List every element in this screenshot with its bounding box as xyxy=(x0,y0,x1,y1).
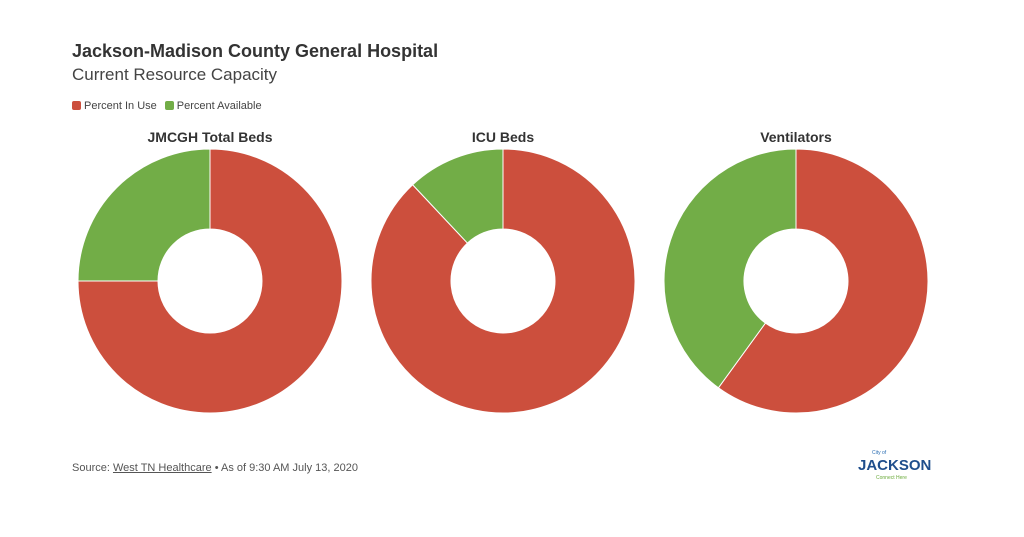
subtitle: Current Resource Capacity xyxy=(72,65,278,84)
legend-label: Percent Available xyxy=(176,100,262,112)
chart-title: JMCGH Total Beds xyxy=(148,129,273,145)
source-link[interactable]: West TN Healthcare xyxy=(112,462,212,474)
logo-main: JACKSON xyxy=(858,457,931,474)
logo-small: City of xyxy=(872,450,887,456)
legend-item: Percent In Use xyxy=(72,100,157,112)
legend-item: Percent Available xyxy=(164,100,262,112)
footer: Source: West TN Healthcare • As of 9:30 … xyxy=(72,462,358,474)
donut-segment xyxy=(411,148,504,244)
legend-swatch xyxy=(72,101,81,110)
source-label: Source: xyxy=(72,462,110,474)
donut-segment xyxy=(370,148,636,414)
chart-title: Ventilators xyxy=(760,129,832,145)
donut-segment xyxy=(663,148,797,389)
chart-title: ICU Beds xyxy=(472,129,534,145)
title: Jackson-Madison County General Hospital xyxy=(72,41,439,61)
as-of: • As of 9:30 AM July 13, 2020 xyxy=(214,462,358,474)
donut-segment xyxy=(717,148,929,414)
legend: Percent In Use Percent Available xyxy=(72,100,262,112)
donut-segment xyxy=(77,148,211,282)
logo-tagline: Connect Here xyxy=(876,475,907,481)
logo: City of JACKSON Connect Here xyxy=(858,450,931,481)
donut-segment xyxy=(77,148,343,414)
legend-swatch xyxy=(164,101,174,110)
legend-label: Percent In Use xyxy=(84,100,157,112)
